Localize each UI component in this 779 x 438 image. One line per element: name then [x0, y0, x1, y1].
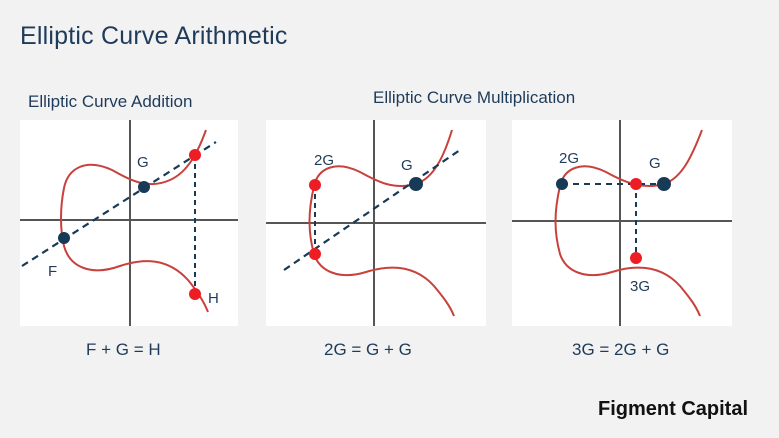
point-intersection [189, 149, 201, 161]
label-2g: 2G [314, 152, 334, 169]
doubling-panel: 2G G [266, 120, 486, 326]
tripling-diagram: 2G G 3G [512, 120, 732, 326]
tripling-equation: 3G = 2G + G [572, 340, 670, 359]
addition-equation: F + G = H [86, 340, 161, 359]
label-2g: 2G [559, 150, 579, 167]
label-h: H [208, 290, 219, 307]
point-h [189, 288, 201, 300]
addition-panel: G F H [20, 120, 238, 326]
label-3g: 3G [630, 278, 650, 295]
label-g: G [401, 157, 413, 174]
secant-line [21, 141, 217, 267]
point-intersection [630, 178, 642, 190]
doubling-diagram: 2G G [266, 120, 486, 326]
point-3g [630, 252, 642, 264]
point-2g [556, 178, 568, 190]
point-2g [309, 179, 321, 191]
point-g [409, 177, 423, 191]
point-tangent-intersection [309, 248, 321, 260]
brand-logo-text: Figment Capital [598, 398, 749, 420]
point-g [657, 177, 671, 191]
tripling-panel: 2G G 3G [512, 120, 732, 326]
elliptic-curve [60, 129, 209, 313]
point-g [138, 181, 150, 193]
label-g: G [649, 155, 661, 172]
label-g: G [137, 154, 149, 171]
page-title: Elliptic Curve Arithmetic [20, 22, 288, 50]
multiplication-heading: Elliptic Curve Multiplication [373, 88, 576, 107]
addition-diagram: G F H [20, 120, 238, 326]
point-f [58, 232, 70, 244]
doubling-equation: 2G = G + G [324, 340, 412, 359]
label-f: F [48, 263, 57, 280]
addition-heading: Elliptic Curve Addition [28, 92, 193, 111]
